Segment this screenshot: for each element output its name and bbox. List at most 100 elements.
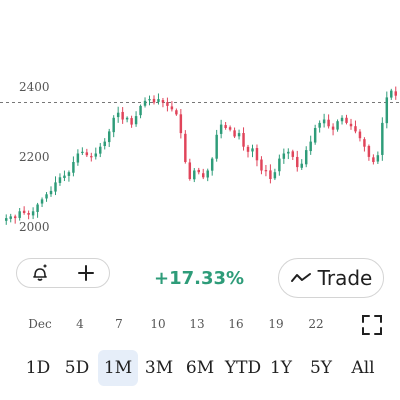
- x-tick-16: 16: [228, 317, 244, 331]
- candle-body: [363, 139, 366, 147]
- candle-body: [331, 126, 335, 130]
- candle-body: [278, 158, 281, 172]
- candle-body: [22, 210, 26, 213]
- range-tab-1y[interactable]: 1Y: [269, 358, 293, 378]
- y-tick-2400: 2400: [19, 80, 50, 94]
- candle-body: [139, 105, 142, 116]
- candle-body: [197, 169, 200, 173]
- candle-body: [81, 151, 84, 153]
- candle-body: [296, 156, 299, 168]
- candle-body: [148, 99, 151, 101]
- price-chart[interactable]: [0, 60, 400, 250]
- candle-body: [45, 194, 48, 199]
- candle-body: [202, 173, 205, 178]
- candle-body: [336, 121, 339, 130]
- candle-body: [318, 122, 321, 128]
- candle-body: [269, 170, 272, 179]
- candle-body: [251, 148, 254, 152]
- candle-body: [175, 110, 178, 115]
- candle-body: [224, 125, 227, 128]
- candle-body: [219, 124, 223, 134]
- candle-body: [291, 151, 295, 157]
- x-tick-7: 7: [115, 317, 123, 331]
- candle-body: [228, 127, 232, 130]
- candle-body: [184, 133, 187, 162]
- candle-body: [13, 216, 17, 219]
- candle-body: [18, 211, 21, 218]
- plus-icon: [78, 265, 94, 281]
- range-tab-1d[interactable]: 1D: [25, 358, 51, 378]
- candle-body: [354, 126, 357, 132]
- candle-body: [264, 170, 268, 172]
- candle-body: [36, 204, 39, 212]
- range-tab-5d[interactable]: 5D: [64, 358, 90, 378]
- expand-chart-button[interactable]: [361, 314, 383, 336]
- candle-body: [143, 100, 147, 106]
- add-indicator-button[interactable]: [71, 260, 101, 286]
- trend-line-icon: [290, 273, 311, 282]
- candle-body: [340, 117, 344, 122]
- candle-body: [193, 170, 196, 180]
- candle-body: [372, 157, 375, 162]
- candle-body: [273, 172, 277, 179]
- x-tick-13: 13: [189, 317, 205, 331]
- candle-body: [300, 163, 303, 168]
- candle-body: [390, 90, 393, 98]
- candle-body: [345, 117, 348, 123]
- candle-body: [116, 112, 120, 118]
- candle-body: [287, 151, 290, 154]
- price-change-percent: +17.33%: [154, 268, 245, 289]
- candle-body: [215, 134, 218, 159]
- candle-body: [58, 177, 62, 183]
- y-tick-2000: 2000: [19, 220, 50, 234]
- range-tab-all[interactable]: All: [351, 358, 375, 378]
- range-tab-6m[interactable]: 6M: [185, 358, 215, 378]
- candle-body: [27, 213, 30, 215]
- candle-body: [166, 102, 169, 106]
- candle-body: [385, 97, 389, 124]
- candle-body: [394, 91, 397, 96]
- candle-body: [260, 159, 263, 171]
- candle-body: [322, 119, 326, 124]
- candle-body: [170, 106, 174, 110]
- candle-body: [134, 116, 138, 125]
- range-tab-3m[interactable]: 3M: [144, 358, 174, 378]
- candle-body: [206, 170, 209, 178]
- candle-body: [40, 199, 44, 204]
- candle-body: [313, 128, 317, 143]
- candle-body: [282, 153, 286, 159]
- candle-body: [103, 141, 106, 147]
- candle-body: [376, 155, 380, 162]
- candle-body: [237, 133, 241, 137]
- range-tab-5y[interactable]: 5Y: [309, 358, 333, 378]
- candle-body: [72, 162, 75, 173]
- candle-body: [99, 146, 102, 154]
- candle-body: [107, 131, 111, 143]
- candle-body: [9, 216, 12, 219]
- candle-body: [309, 141, 312, 152]
- trade-button[interactable]: Trade: [278, 258, 384, 298]
- expand-corners-icon: [362, 315, 382, 335]
- candle-body: [125, 117, 129, 120]
- candle-body: [157, 99, 160, 102]
- candle-body: [161, 100, 165, 103]
- candle-body: [358, 131, 362, 139]
- candle-body: [67, 172, 71, 176]
- candle-body: [152, 98, 156, 103]
- range-tab-1m[interactable]: 1M: [98, 350, 138, 386]
- add-alert-button[interactable]: [25, 260, 55, 286]
- candle-body: [304, 150, 308, 165]
- candle-body: [76, 153, 80, 163]
- candle-body: [5, 218, 8, 221]
- candle-body: [94, 153, 98, 157]
- range-tab-ytd[interactable]: YTD: [224, 358, 262, 378]
- candle-body: [381, 122, 384, 155]
- candle-body: [242, 133, 245, 147]
- candle-body: [130, 118, 133, 125]
- x-tick-4: 4: [76, 317, 84, 331]
- y-tick-2200: 2200: [19, 150, 50, 164]
- candle-body: [90, 156, 93, 158]
- candle-body: [121, 111, 124, 120]
- candle-body: [54, 182, 57, 192]
- candle-body: [188, 162, 192, 179]
